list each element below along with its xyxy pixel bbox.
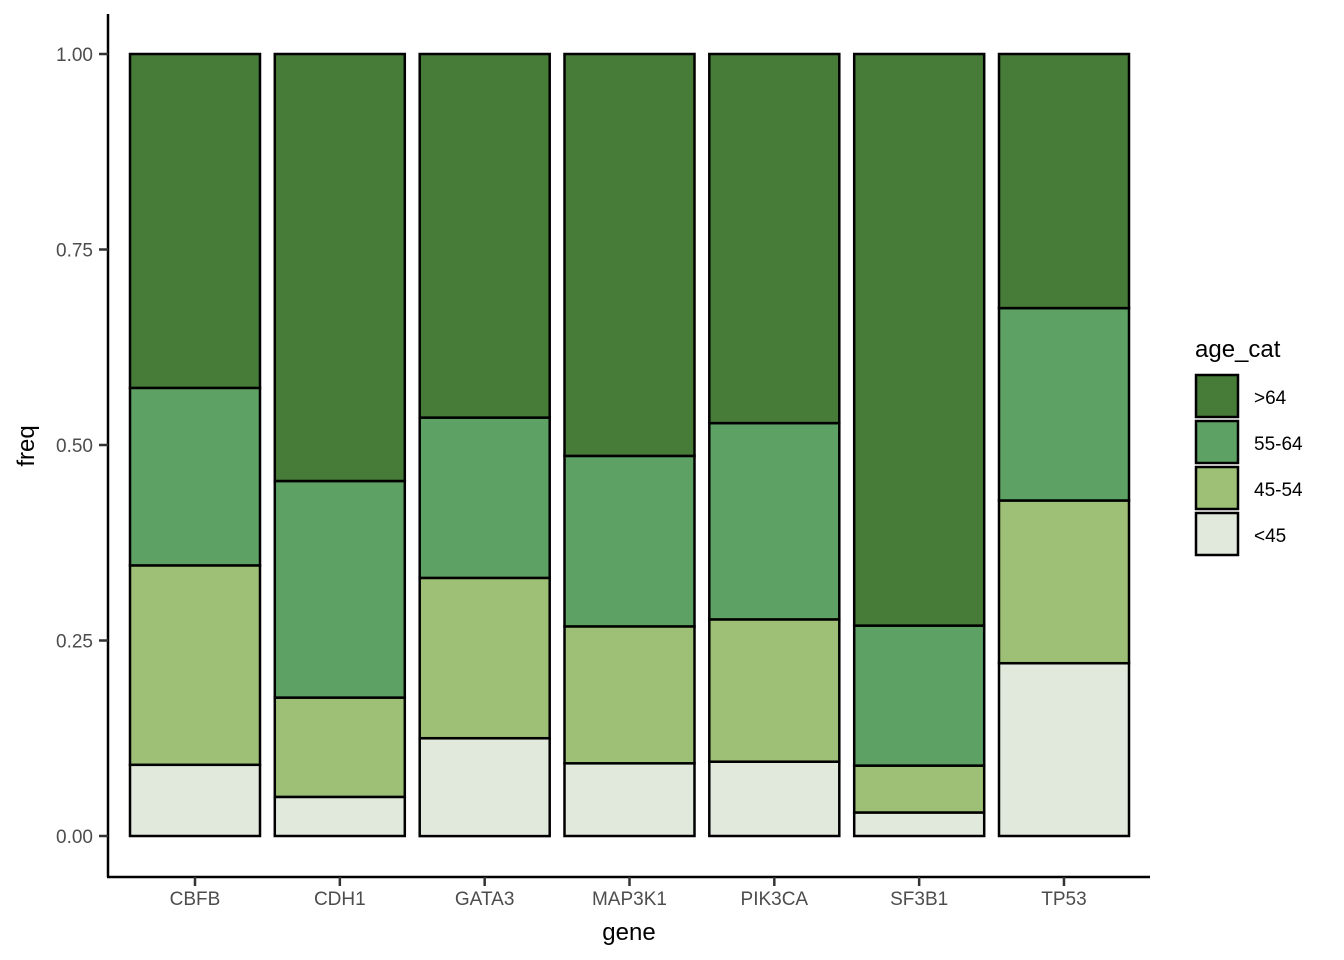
y-tick-label: 0.00 xyxy=(56,827,93,848)
bar-segment-cdh1-45 xyxy=(273,795,407,838)
bar-segment-tp53-45 xyxy=(997,661,1131,838)
bar-segment-map3k1-5564 xyxy=(563,454,696,628)
legend: age_cat >64 55-64 45-54 <45 xyxy=(1194,336,1303,557)
legend-label: <45 xyxy=(1254,526,1286,547)
bar-segment-cbfb-45 xyxy=(128,763,262,838)
bar-segment-gata3-45 xyxy=(418,737,551,838)
bar-segment-cdh1-4554 xyxy=(273,696,407,799)
x-axis-ticks: CBFB CDH1 GATA3 MAP3K1 PIK3CA SF3B1 TP53 xyxy=(170,877,1087,910)
y-tick-label: 0.25 xyxy=(56,632,93,653)
y-tick-label: 1.00 xyxy=(56,45,93,66)
bar-segment-sf3b1-5564 xyxy=(852,624,986,767)
x-tick-label: SF3B1 xyxy=(890,889,948,910)
bar-segment-tp53-64 xyxy=(997,52,1131,310)
legend-label: 55-64 xyxy=(1254,434,1303,455)
bar-segment-sf3b1-64 xyxy=(852,52,986,627)
y-tick-label: 0.50 xyxy=(56,436,93,457)
x-tick-label: CBFB xyxy=(170,889,221,910)
bar-segment-sf3b1-45 xyxy=(852,811,986,838)
y-axis-title: freq xyxy=(13,425,40,466)
x-tick-label: MAP3K1 xyxy=(592,889,667,910)
bar-segment-gata3-5564 xyxy=(418,416,551,580)
bar-segment-cbfb-5564 xyxy=(128,386,262,567)
legend-label: 45-54 xyxy=(1254,480,1303,501)
x-tick-label: CDH1 xyxy=(314,889,366,910)
bar-segment-gata3-64 xyxy=(418,52,551,419)
x-tick-label: GATA3 xyxy=(455,889,514,910)
bar-segment-map3k1-45 xyxy=(563,762,696,838)
bar-segment-sf3b1-4554 xyxy=(852,764,986,814)
legend-title: age_cat xyxy=(1195,336,1281,363)
x-axis-title: gene xyxy=(602,919,655,946)
bar-segment-tp53-5564 xyxy=(997,306,1131,502)
bar-segment-pik3ca-45 xyxy=(708,760,841,838)
x-tick-label: PIK3CA xyxy=(741,889,809,910)
legend-swatch xyxy=(1194,465,1240,511)
x-tick-label: TP53 xyxy=(1041,889,1086,910)
bar-segment-cbfb-64 xyxy=(128,52,262,390)
bar-segment-map3k1-64 xyxy=(563,52,696,458)
bar-segment-map3k1-4554 xyxy=(563,625,696,765)
bar-segment-tp53-4554 xyxy=(997,499,1131,665)
legend-swatch xyxy=(1194,511,1240,557)
bars-layer xyxy=(128,52,1131,838)
legend-swatch xyxy=(1194,419,1240,465)
legend-swatch xyxy=(1194,373,1240,419)
bar-segment-pik3ca-64 xyxy=(708,52,841,425)
bar-segment-pik3ca-4554 xyxy=(708,618,841,763)
bar-segment-cbfb-4554 xyxy=(128,564,262,767)
bar-segment-cdh1-5564 xyxy=(273,479,407,699)
bar-segment-gata3-4554 xyxy=(418,576,551,740)
bar-segment-pik3ca-5564 xyxy=(708,421,841,621)
bar-segment-cdh1-64 xyxy=(273,52,407,483)
y-tick-label: 0.75 xyxy=(56,241,93,262)
y-axis-ticks: 0.00 0.25 0.50 0.75 1.00 xyxy=(56,45,108,848)
legend-label: >64 xyxy=(1254,388,1287,409)
